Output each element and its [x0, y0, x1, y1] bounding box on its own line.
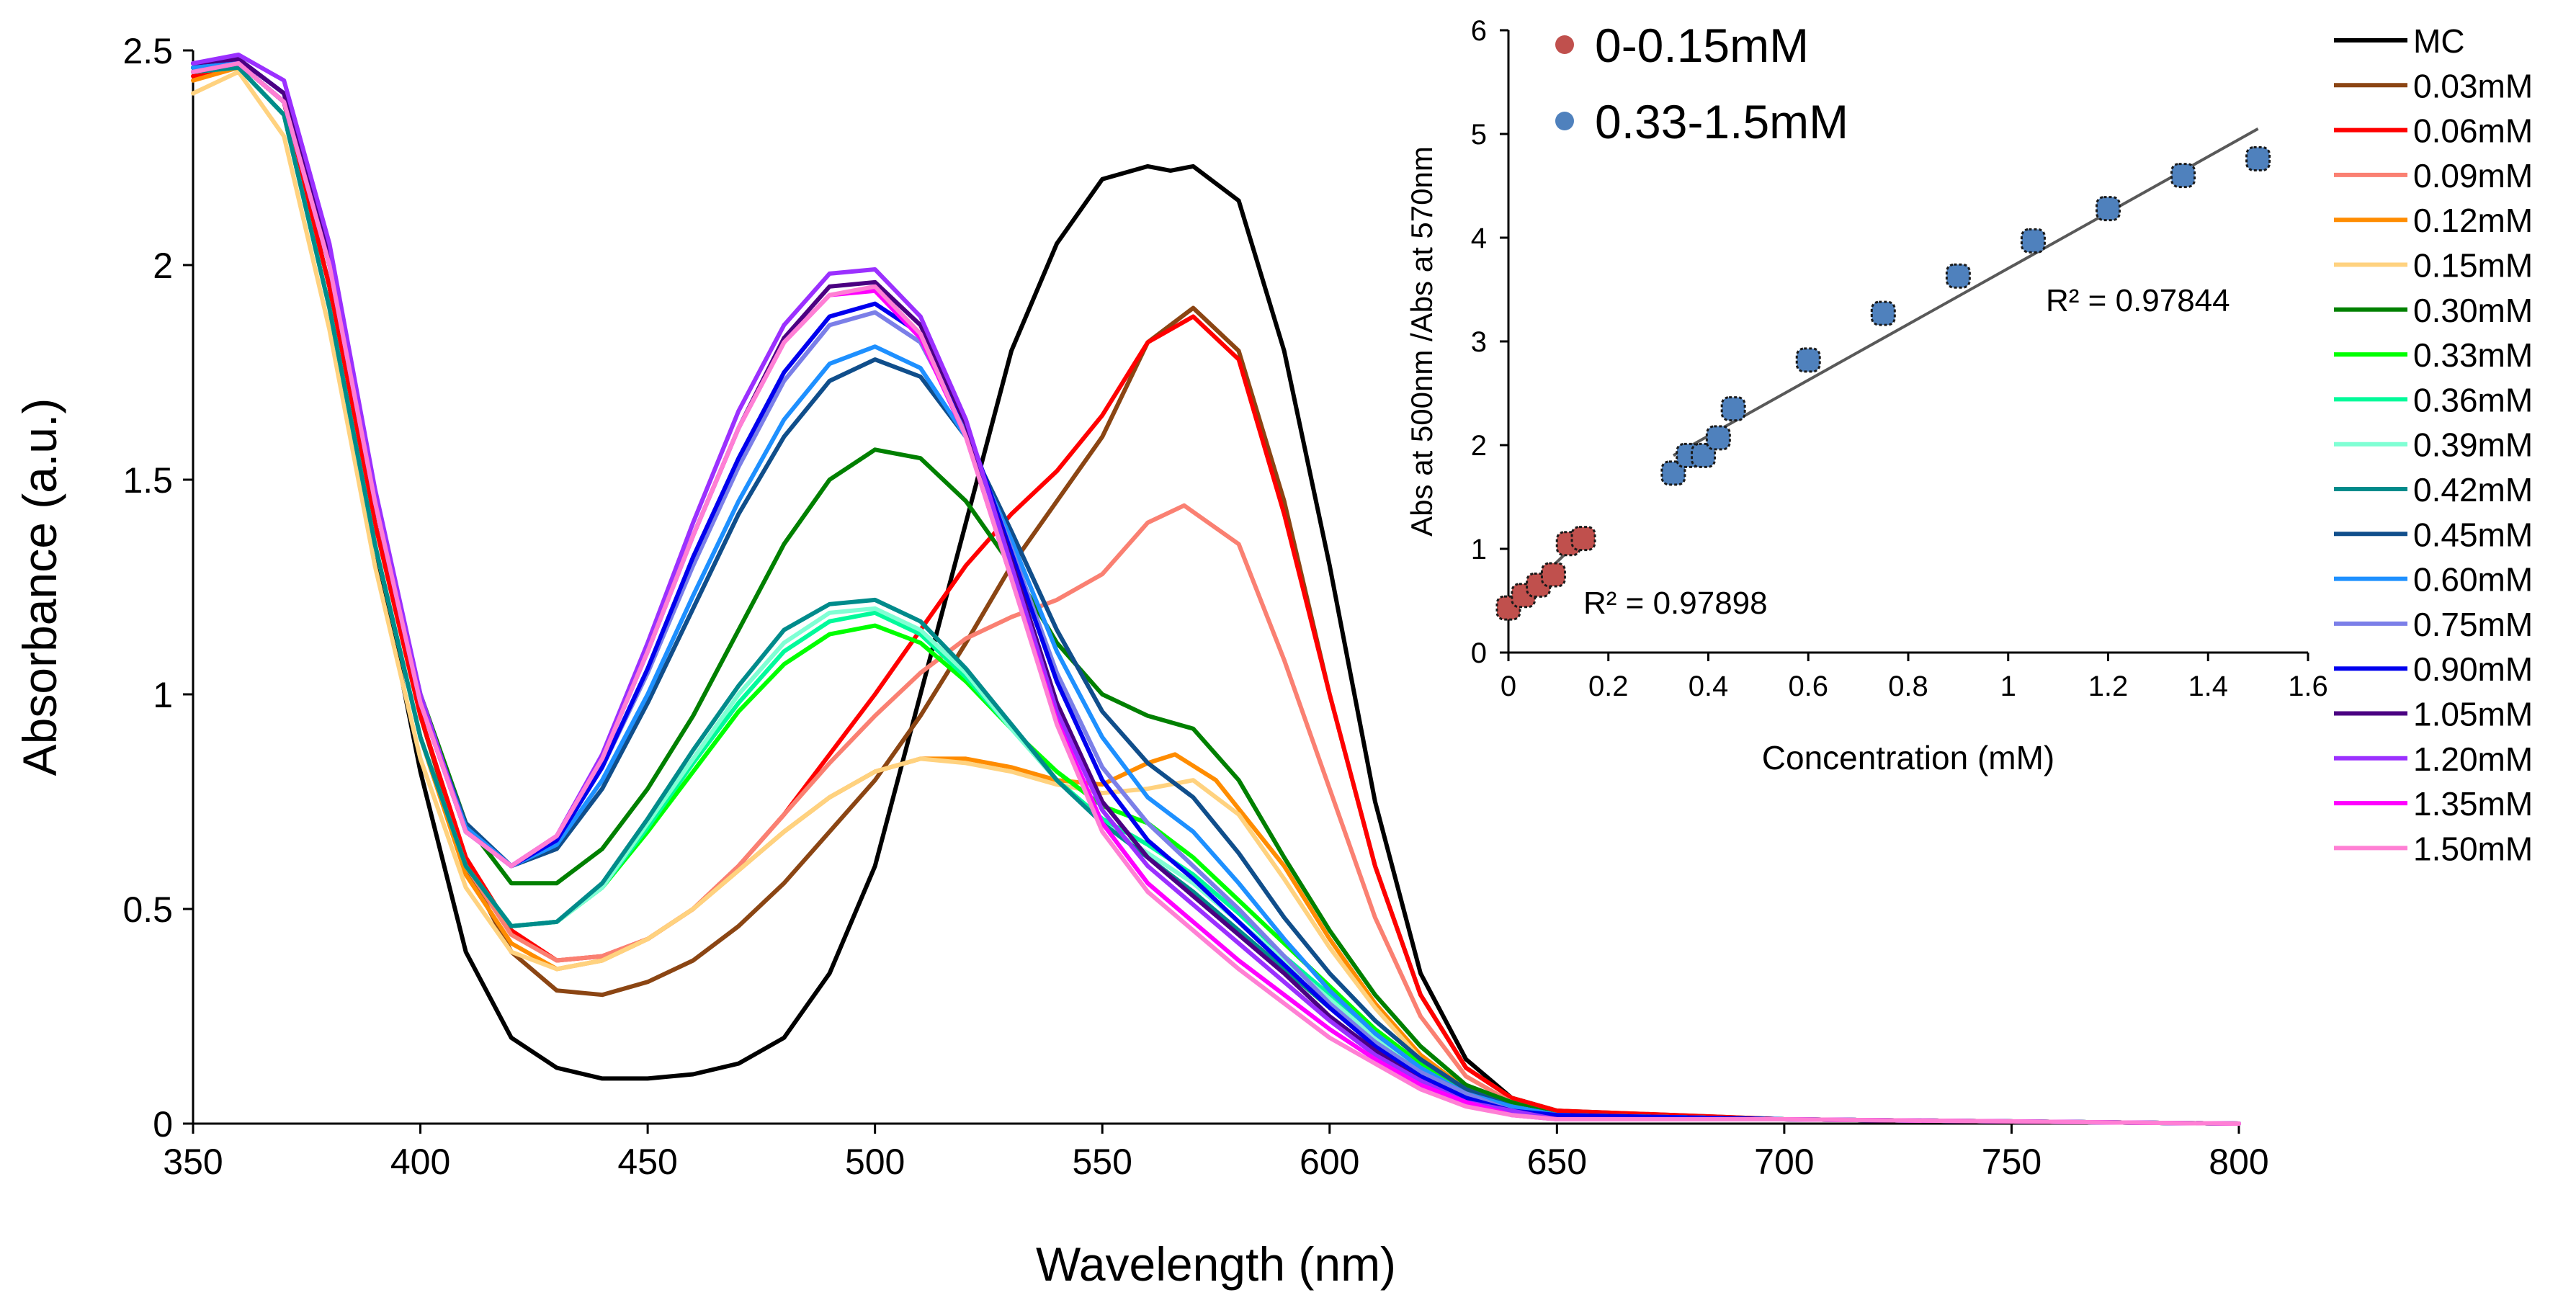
inset-x-tick-label: 0.2	[1588, 671, 1629, 702]
legend-label: 0.03mM	[2413, 67, 2533, 104]
legend-label: 0.90mM	[2413, 650, 2533, 688]
r2-label-low: R² = 0.97898	[1583, 586, 1768, 621]
legend-label: 0.60mM	[2413, 561, 2533, 599]
inset-x-tick-label: 0.8	[1888, 671, 1928, 702]
inset-x-tick-label: 0.4	[1689, 671, 1729, 702]
y-tick-label: 2	[153, 246, 173, 286]
inset-x-tick-label: 0	[1501, 671, 1516, 702]
scatter-point	[1540, 562, 1566, 588]
scatter-point	[1570, 526, 1596, 552]
x-axis-title: Wavelength (nm)	[1036, 1237, 1396, 1291]
legend-label: 1.35mM	[2413, 785, 2533, 823]
series-line	[191, 65, 2241, 1126]
scatter-point	[1691, 442, 1717, 468]
main-plot: 350 400 450 500 550 600 650 700 750 80000.511.522…	[13, 31, 2269, 1291]
x-tick-label: 650	[1527, 1142, 1587, 1182]
legend-label: 0.36mM	[2413, 381, 2533, 418]
scatter-point	[1795, 347, 1821, 373]
series-line	[191, 61, 2241, 1126]
x-tick-label: 550	[1073, 1142, 1132, 1182]
y-tick-label: 1.5	[122, 460, 173, 501]
y-tick-label: 0	[153, 1104, 173, 1144]
legend-label: 1.50mM	[2413, 830, 2533, 867]
x-tick-label: 600	[1300, 1142, 1359, 1182]
trendline	[1672, 127, 2259, 457]
inset-x-axis-title: Concentration (mM)	[1762, 739, 2054, 776]
series-line	[191, 61, 2241, 1126]
legend-label: MC	[2413, 22, 2465, 60]
scatter-point	[2096, 196, 2121, 222]
inset-x-tick-label: 1.6	[2288, 671, 2328, 702]
legend-label: 0.12mM	[2413, 202, 2533, 239]
series-line	[191, 61, 2241, 1126]
x-tick-label: 700	[1754, 1142, 1814, 1182]
scatter-point	[2170, 163, 2196, 189]
series-line	[191, 61, 2241, 1126]
legend-label: 0.75mM	[2413, 606, 2533, 643]
y-tick-label: 1	[153, 675, 173, 715]
scatter-point	[1945, 263, 1971, 289]
scatter-point	[1660, 460, 1686, 486]
inset-y-tick-label: 6	[1471, 15, 1487, 47]
scatter-point	[2020, 228, 2046, 254]
inset-y-tick-label: 5	[1471, 119, 1487, 151]
series-line	[191, 65, 2241, 1126]
inset-legend-marker	[1555, 35, 1574, 54]
legend-label: 0.15mM	[2413, 247, 2533, 285]
x-tick-label: 350	[163, 1142, 223, 1182]
legend-label: 0.42mM	[2413, 471, 2533, 509]
series-line	[191, 61, 2241, 1126]
series-line	[191, 65, 2241, 1126]
inset-legend-label: 0.33-1.5mM	[1595, 95, 1848, 148]
inset-y-axis-title: Abs at 500nm /Abs at 570nm	[1405, 146, 1439, 537]
inset-y-tick-label: 0	[1471, 637, 1487, 669]
y-tick-label: 0.5	[122, 890, 173, 930]
x-tick-label: 450	[617, 1142, 677, 1182]
x-tick-label: 400	[390, 1142, 450, 1182]
y-axis-title: Absorbance (a.u.)	[13, 398, 66, 776]
legend-label: 0.09mM	[2413, 157, 2533, 194]
inset-x-tick-label: 0.6	[1788, 671, 1828, 702]
legend: MC 0.03mM 0.06mM 0.09mM 0.12mM 0.15mM 0.30mM 0.…	[2334, 22, 2533, 867]
series-line	[191, 61, 2241, 1126]
inset-x-tick-label: 1.4	[2188, 671, 2228, 702]
legend-label: 0.33mM	[2413, 336, 2533, 374]
series-line	[191, 61, 2241, 1126]
inset-y-tick-label: 2	[1471, 430, 1487, 462]
series-line	[191, 69, 2241, 1126]
inset-y-tick-label: 3	[1471, 326, 1487, 358]
scatter-point	[1720, 396, 1746, 422]
scatter-point	[1870, 300, 1896, 326]
r2-label-high: R² = 0.97844	[2046, 283, 2230, 318]
inset-plot: 0 0.2 0.4 0.6 0.8 1 1.2 1.4 1.6 0 1 2 3 4 5 6 Concentrat…	[1405, 15, 2328, 776]
legend-label: 0.45mM	[2413, 516, 2533, 553]
inset-x-tick-label: 1.2	[2088, 671, 2129, 702]
series-line	[191, 65, 2241, 1126]
legend-label: 1.05mM	[2413, 696, 2533, 733]
series-line	[191, 53, 2241, 1126]
scatter-point	[1705, 425, 1731, 451]
series-line	[191, 65, 2241, 1126]
inset-legend-marker	[1555, 112, 1574, 130]
inset-y-tick-label: 4	[1471, 223, 1487, 254]
series-line	[191, 65, 2241, 1126]
series-line	[191, 61, 2241, 1126]
x-tick-label: 500	[845, 1142, 905, 1182]
y-tick-label: 2.5	[122, 31, 173, 71]
x-tick-label: 750	[1982, 1142, 2041, 1182]
inset-y-tick-label: 1	[1471, 534, 1487, 565]
x-tick-label: 800	[2209, 1142, 2268, 1182]
legend-label: 0.06mM	[2413, 112, 2533, 150]
legend-label: 1.20mM	[2413, 740, 2533, 778]
legend-label: 0.30mM	[2413, 292, 2533, 329]
scatter-point	[2245, 146, 2271, 172]
series-line	[191, 56, 2241, 1126]
inset-legend-label: 0-0.15mM	[1595, 19, 1809, 72]
series-line	[191, 56, 2241, 1126]
series-line	[191, 56, 2241, 1126]
inset-x-tick-label: 1	[2000, 671, 2016, 702]
legend-label: 0.39mM	[2413, 426, 2533, 464]
